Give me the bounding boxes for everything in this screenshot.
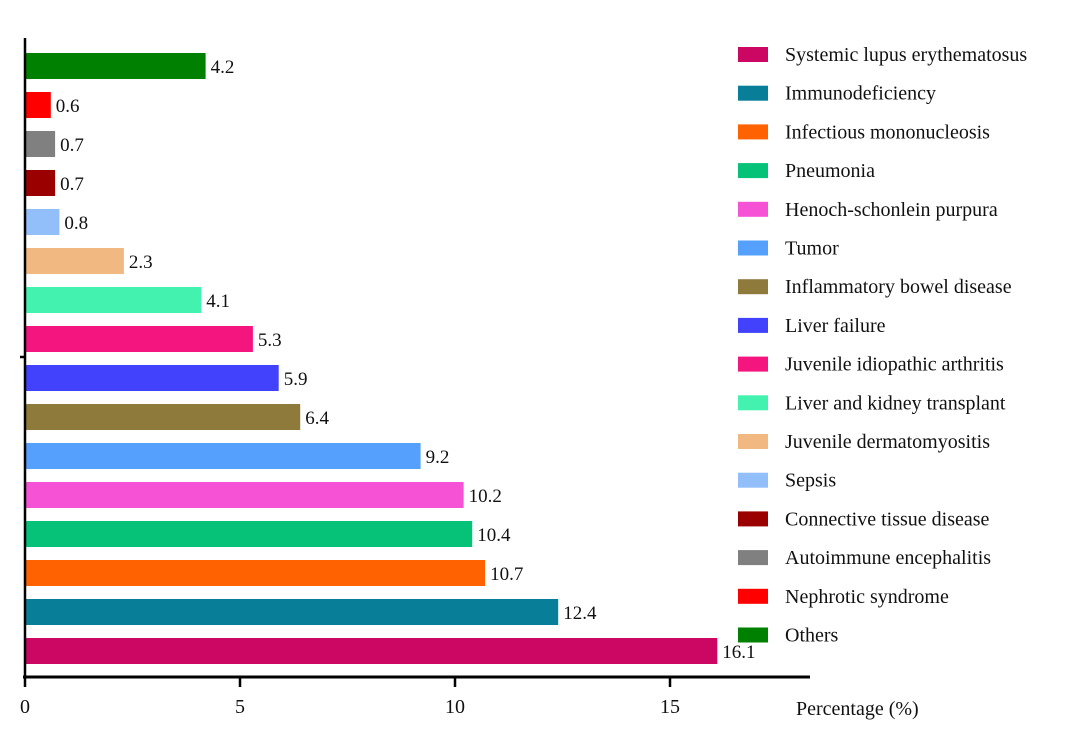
legend-label: Systemic lupus erythematosus (785, 44, 1027, 66)
legend-swatch (738, 47, 768, 62)
legend-item: Infectious mononucleosis (738, 121, 990, 143)
legend-swatch (738, 588, 768, 604)
bars-group (25, 53, 718, 664)
bar (25, 560, 486, 586)
legend-item: Autoimmune encephalitis (738, 547, 991, 569)
legend-swatch (738, 511, 768, 527)
legend-label: Pneumonia (785, 160, 875, 182)
value-label: 10.2 (469, 486, 502, 507)
legend-label: Inflammatory bowel disease (785, 276, 1012, 298)
value-label: 5.9 (284, 369, 308, 390)
legend-item: Systemic lupus erythematosus (738, 44, 1027, 66)
value-label: 0.6 (56, 96, 80, 117)
legend-label: Infectious mononucleosis (785, 121, 990, 143)
legend-item: Nephrotic syndrome (738, 586, 949, 608)
legend-item: Liver and kidney transplant (738, 392, 1006, 414)
legend-swatch (738, 627, 768, 643)
legend-swatch (738, 395, 768, 411)
bar (25, 248, 124, 274)
value-label: 6.4 (305, 408, 329, 429)
bar (25, 365, 279, 391)
bar (25, 209, 60, 235)
bar (25, 170, 56, 196)
legend-item: Tumor (738, 238, 839, 260)
legend-swatch (738, 434, 768, 449)
value-label: 4.1 (206, 291, 230, 312)
value-label: 10.7 (490, 564, 523, 585)
legend-item: Juvenile idiopathic arthritis (738, 354, 1004, 376)
legend-swatch (738, 317, 768, 333)
legend-label: Sepsis (785, 470, 836, 492)
legend-label: Liver and kidney transplant (785, 392, 1006, 414)
bar (25, 638, 718, 664)
legend-swatch (738, 163, 768, 179)
legend-swatch (738, 279, 768, 295)
value-labels-group: 16.1 12.4 10.7 10.4 10.2 9.2 6.4 5.95.3 4.1 2.3 0.… (56, 57, 756, 663)
x-tick-label: 10 (445, 696, 465, 718)
value-label: 0.7 (60, 135, 84, 156)
x-tick-label: 15 (660, 696, 680, 718)
value-label: 9.2 (426, 447, 450, 468)
bar (25, 482, 464, 508)
legend-item: Others (738, 625, 839, 647)
x-ticks-group: 0 5 10 15 (20, 677, 680, 718)
legend-label: Liver failure (785, 315, 886, 337)
bar (25, 443, 421, 469)
legend-label: Tumor (785, 238, 839, 260)
legend-label: Henoch-schonlein purpura (785, 199, 998, 221)
legend-swatch (738, 550, 768, 566)
legend-item: Liver failure (738, 315, 886, 337)
bar (25, 521, 473, 547)
legend-label: Juvenile idiopathic arthritis (785, 354, 1004, 376)
legend-label: Others (785, 625, 839, 647)
legend-item: Pneumonia (738, 160, 875, 182)
legend-item: Sepsis (738, 470, 836, 492)
bar (25, 287, 202, 313)
x-tick-label: 0 (20, 696, 30, 718)
x-axis-label: Percentage (%) (796, 698, 919, 720)
legend-item: Henoch-schonlein purpura (738, 199, 998, 221)
legend-swatch (738, 85, 768, 101)
legend-label: Connective tissue disease (785, 508, 990, 530)
legend-item: Connective tissue disease (738, 508, 990, 530)
legend-item: Juvenile dermatomyositis (738, 431, 990, 453)
legend-swatch (738, 356, 768, 372)
value-label: 4.2 (211, 57, 235, 78)
bar (25, 326, 253, 352)
x-tick-label: 5 (235, 696, 245, 718)
legend: Systemic lupus erythematosus Immunodefici… (738, 44, 1027, 647)
bar (25, 131, 56, 157)
bar (25, 599, 559, 625)
value-label: 2.3 (129, 252, 153, 273)
legend-swatch (738, 472, 768, 488)
legend-label: Nephrotic syndrome (785, 586, 949, 608)
value-label: 10.4 (477, 525, 511, 546)
bar (25, 53, 206, 79)
bar (25, 404, 301, 430)
legend-item: Inflammatory bowel disease (738, 276, 1012, 298)
legend-label: Immunodeficiency (785, 83, 936, 105)
value-label: 0.7 (60, 174, 84, 195)
legend-swatch (738, 201, 768, 217)
legend-label: Autoimmune encephalitis (785, 547, 991, 569)
value-label: 12.4 (563, 603, 597, 624)
legend-label: Juvenile dermatomyositis (785, 431, 990, 453)
value-label: 5.3 (258, 330, 282, 351)
value-label: 0.8 (64, 213, 88, 234)
value-label: 16.1 (722, 642, 755, 663)
legend-item: Immunodeficiency (738, 83, 936, 105)
legend-swatch (738, 124, 768, 140)
bar (25, 92, 51, 118)
legend-swatch (738, 240, 768, 256)
